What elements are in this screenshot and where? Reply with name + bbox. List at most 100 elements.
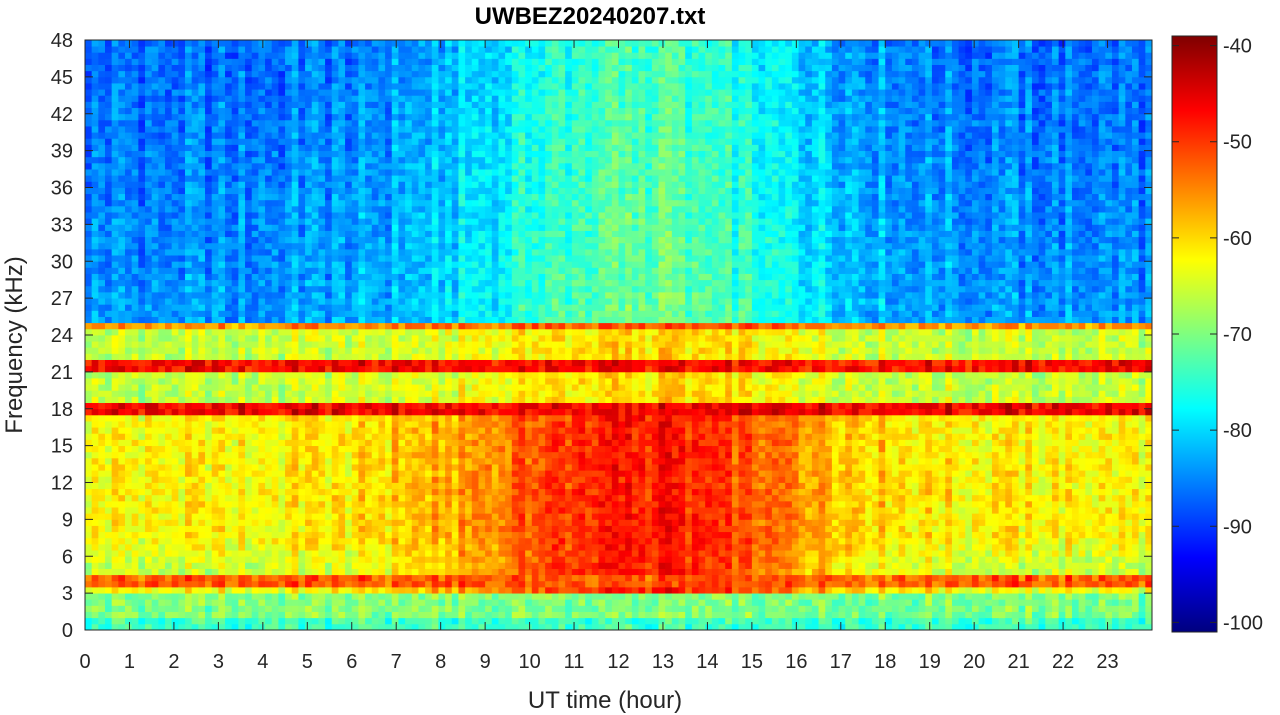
heatmap-cell [85, 162, 93, 170]
heatmap-cell [105, 304, 113, 311]
heatmap-cell [98, 224, 106, 231]
heatmap-cell [158, 384, 166, 391]
heatmap-cell [251, 46, 259, 53]
heatmap-cell [138, 267, 146, 274]
heatmap-cell [198, 550, 206, 557]
heatmap-cell [345, 525, 353, 533]
heatmap-cell [331, 273, 339, 281]
heatmap-cell [378, 476, 386, 483]
heatmap-cell [91, 304, 99, 311]
heatmap-cell [238, 224, 246, 231]
heatmap-cell [198, 322, 206, 330]
heatmap-cell [251, 113, 259, 121]
heatmap-cell [258, 347, 266, 354]
heatmap-cell [145, 310, 153, 317]
heatmap-cell [405, 138, 413, 145]
heatmap-cell [178, 70, 186, 78]
heatmap-cell [178, 46, 186, 53]
heatmap-cell [131, 126, 139, 133]
heatmap-cell [198, 316, 206, 324]
heatmap-cell [331, 371, 339, 379]
heatmap-cell [238, 187, 246, 195]
heatmap-cell [125, 83, 133, 90]
heatmap-cell [251, 193, 259, 201]
heatmap-cell [291, 205, 299, 213]
heatmap-cell [238, 365, 246, 373]
heatmap-cell [418, 390, 426, 397]
heatmap-cell [265, 593, 273, 600]
heatmap-cell [138, 322, 146, 330]
heatmap-cell [391, 519, 399, 526]
heatmap-cell [285, 291, 293, 299]
heatmap-cell [418, 396, 426, 404]
heatmap-cell [305, 304, 313, 311]
heatmap-cell [358, 605, 366, 612]
heatmap-cell [265, 371, 273, 379]
heatmap-cell [105, 322, 113, 330]
heatmap-cell [218, 341, 226, 348]
heatmap-cell [205, 58, 213, 65]
heatmap-cell [191, 623, 199, 631]
heatmap-cell [331, 126, 339, 133]
heatmap-cell [298, 335, 306, 342]
heatmap-cell [278, 58, 286, 65]
heatmap-cell [358, 261, 366, 268]
heatmap-cell [331, 298, 339, 305]
heatmap-cell [298, 95, 306, 102]
heatmap-cell [391, 476, 399, 483]
heatmap-cell [371, 76, 379, 84]
heatmap-cell [251, 599, 259, 606]
heatmap-cell [365, 599, 373, 606]
heatmap-cell [358, 113, 366, 121]
heatmap-cell [331, 156, 339, 164]
heatmap-cell [258, 445, 266, 453]
heatmap-cell [265, 556, 273, 563]
heatmap-cell [345, 46, 353, 53]
heatmap-cell [105, 482, 113, 490]
heatmap-cell [185, 611, 193, 619]
heatmap-cell [418, 162, 426, 170]
heatmap-cell [118, 451, 126, 459]
heatmap-cell [251, 242, 259, 250]
heatmap-cell [338, 371, 346, 379]
heatmap-cell [271, 76, 279, 84]
heatmap-cell [118, 267, 126, 274]
heatmap-cell [385, 316, 393, 324]
heatmap-cell [218, 304, 226, 311]
heatmap-cell [111, 365, 119, 373]
heatmap-cell [311, 402, 319, 410]
heatmap-cell [225, 494, 233, 502]
heatmap-cell [418, 310, 426, 317]
heatmap-cell [185, 144, 193, 152]
heatmap-cell [85, 421, 93, 428]
heatmap-cell [218, 322, 226, 330]
heatmap-cell [258, 427, 266, 434]
heatmap-cell [238, 298, 246, 305]
heatmap-cell [165, 525, 173, 533]
heatmap-cell [378, 390, 386, 397]
heatmap-cell [398, 427, 406, 434]
heatmap-cell [218, 488, 226, 496]
heatmap-cell [285, 322, 293, 330]
heatmap-cell [378, 457, 386, 465]
heatmap-cell [318, 605, 326, 612]
heatmap-cell [125, 298, 133, 305]
heatmap-cell [318, 236, 326, 244]
heatmap-cell [205, 95, 213, 102]
heatmap-cell [225, 328, 233, 336]
heatmap-cell [211, 279, 219, 287]
heatmap-cell [305, 507, 313, 514]
heatmap-cell [318, 378, 326, 385]
heatmap-cell [425, 230, 433, 238]
heatmap-cell [258, 593, 266, 600]
heatmap-cell [105, 457, 113, 465]
heatmap-cell [85, 494, 93, 502]
heatmap-cell [225, 261, 233, 268]
heatmap-cell [191, 507, 199, 514]
heatmap-cell [138, 126, 146, 133]
heatmap-cell [218, 101, 226, 109]
heatmap-cell [291, 83, 299, 90]
heatmap-cell [258, 464, 266, 471]
heatmap-cell [85, 470, 93, 477]
heatmap-cell [305, 543, 313, 551]
